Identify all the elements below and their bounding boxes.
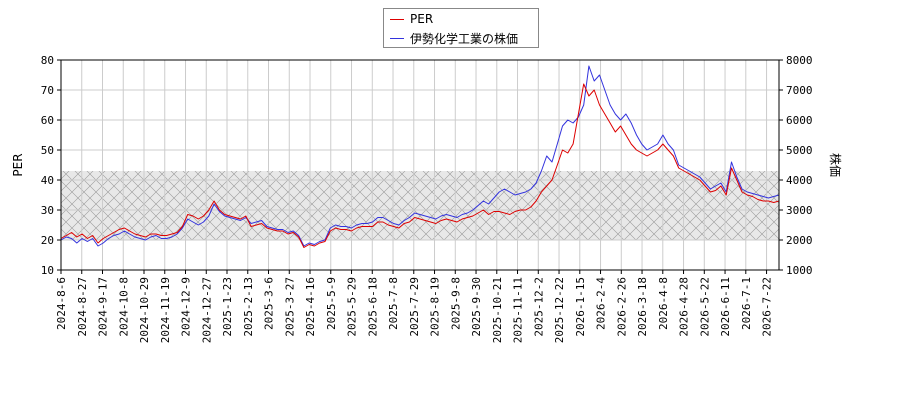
legend: PER 伊勢化学工業の株価 [383,8,539,48]
x-tick-label: 2026-4-28 [678,277,691,337]
x-tick-label: 2025-7-29 [408,277,421,337]
x-tick-label: 2026-1-15 [574,277,587,337]
y-axis-label-left: PER [11,153,25,176]
x-tick-label: 2025-5-9 [325,277,338,330]
x-tick-label: 2024-10-29 [138,277,151,343]
y-tick-label-left: 80 [41,54,54,67]
y-tick-label-right: 8000 [786,54,813,67]
x-tick-label: 2026-7-22 [761,277,774,337]
y-tick-label-right: 1000 [786,264,813,277]
x-tick-label: 2026-7-1 [740,277,753,330]
x-tick-label: 2025-3-27 [283,277,296,337]
shaded-band [61,171,779,240]
legend-swatch-price [390,37,404,39]
x-tick-label: 2026-5-22 [698,277,711,337]
y-tick-label-left: 50 [41,144,54,157]
y-tick-label-left: 10 [41,264,54,277]
axes: 10 20 30 40 50 60 70 80 1000 2000 3000 4000 5000 6000… [41,54,813,343]
legend-swatch-per [390,18,404,20]
y-tick-label-left: 60 [41,114,54,127]
y-tick-label-right: 7000 [786,84,813,97]
x-tick-label: 2025-8-19 [429,277,442,337]
x-tick-label: 2026-6-11 [719,277,732,337]
x-tick-label: 2025-1-23 [221,277,234,337]
x-tick-label: 2026-2-26 [615,277,628,337]
y-tick-label-left: 20 [41,234,54,247]
y-tick-label-left: 70 [41,84,54,97]
legend-label-per: PER [410,12,434,26]
x-tick-label: 2024-8-6 [55,277,68,330]
y-tick-label-right: 6000 [786,114,813,127]
y-tick-label-left: 30 [41,204,54,217]
x-tick-label: 2025-7-8 [387,277,400,330]
series-line-per [60,83,780,248]
x-tick-label: 2025-4-16 [304,277,317,337]
x-tick-label: 2025-5-29 [346,277,359,337]
x-tick-label: 2024-8-27 [76,277,89,337]
legend-label-price: 伊勢化学工業の株価 [410,31,519,46]
x-tick-label: 2025-2-13 [242,277,255,337]
x-tick-label: 2025-9-30 [470,277,483,337]
series-line-stock-price [60,65,780,247]
x-tick-label: 2024-12-9 [180,277,193,337]
x-tick-label: 2025-12-22 [553,277,566,343]
x-tick-label: 2025-3-6 [263,277,276,330]
y-axis-label-right: 株価 [828,153,843,177]
y-tick-label-right: 3000 [786,204,813,217]
x-tick-label: 2024-9-17 [97,277,110,337]
plot-frame [60,59,780,271]
series-layer [60,65,780,248]
x-tick-label: 2024-11-19 [159,277,172,343]
x-tick-label: 2026-4-8 [657,277,670,330]
band-hatch [61,171,779,240]
y-tick-label-left: 40 [41,174,54,187]
x-tick-label: 2026-3-18 [636,277,649,337]
y-tick-label-right: 4000 [786,174,813,187]
x-tick-label: 2024-10-8 [117,277,130,337]
x-tick-label: 2025-9-8 [449,277,462,330]
y-tick-label-right: 2000 [786,234,813,247]
y-tick-label-right: 5000 [786,144,813,157]
legend-item-price: 伊勢化学工業の株価 [390,30,518,46]
x-tick-label: 2025-6-18 [366,277,379,337]
x-tick-label: 2026-2-4 [595,277,608,330]
x-tick-label: 2025-12-2 [532,277,545,337]
x-tick-label: 2025-11-11 [512,277,525,343]
x-tick-label: 2024-12-27 [200,277,213,343]
x-tick-label: 2025-10-21 [491,277,504,343]
legend-item-per: PER [390,11,433,27]
